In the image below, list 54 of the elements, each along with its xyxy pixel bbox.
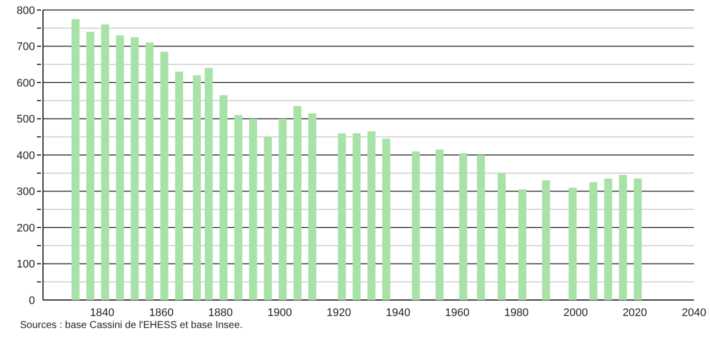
y-tick-label: 500 bbox=[16, 114, 35, 126]
x-tick-label: 1940 bbox=[386, 306, 410, 319]
bar bbox=[382, 138, 390, 300]
bar bbox=[476, 155, 485, 300]
bar bbox=[116, 35, 124, 300]
x-tick-label: 1840 bbox=[90, 306, 114, 319]
bar bbox=[412, 151, 420, 300]
bar bbox=[338, 133, 346, 300]
bar bbox=[352, 133, 361, 300]
bar bbox=[568, 188, 577, 300]
bar bbox=[192, 75, 201, 300]
x-tick-label: 1880 bbox=[208, 306, 233, 319]
bar bbox=[175, 72, 184, 300]
bar bbox=[160, 52, 168, 300]
bar bbox=[86, 32, 94, 300]
bar bbox=[146, 42, 154, 300]
y-tick-label: 300 bbox=[16, 186, 35, 198]
bar bbox=[518, 189, 526, 300]
bar bbox=[204, 68, 213, 300]
bar bbox=[130, 37, 139, 300]
x-tick-label: 1860 bbox=[149, 306, 174, 319]
y-tick-label: 700 bbox=[16, 41, 35, 54]
bar bbox=[618, 174, 627, 300]
source-note: Sources : base Cassini de l'EHESS et base Insee. bbox=[20, 320, 243, 331]
x-tick-label: 1920 bbox=[326, 306, 352, 319]
bar bbox=[220, 95, 228, 300]
bar bbox=[264, 136, 272, 300]
bar bbox=[459, 153, 468, 300]
bar bbox=[308, 113, 316, 300]
bar bbox=[589, 182, 598, 300]
bar bbox=[542, 180, 550, 300]
x-tick-label: 2040 bbox=[682, 306, 706, 319]
y-tick-label: 800 bbox=[16, 4, 35, 17]
bar bbox=[293, 106, 302, 300]
y-tick-label: 200 bbox=[16, 222, 35, 234]
bar bbox=[498, 173, 506, 300]
bar bbox=[436, 150, 444, 300]
bar bbox=[72, 19, 80, 300]
bar bbox=[634, 178, 642, 300]
y-tick-label: 0 bbox=[28, 294, 35, 307]
x-tick-label: 2000 bbox=[563, 306, 588, 319]
bar bbox=[278, 118, 287, 300]
y-tick-label: 100 bbox=[16, 258, 35, 271]
bar bbox=[101, 24, 110, 300]
bar bbox=[249, 118, 258, 300]
y-tick-label: 400 bbox=[16, 150, 35, 162]
bar bbox=[367, 131, 376, 300]
bar bbox=[604, 178, 612, 300]
x-tick-label: 1980 bbox=[504, 306, 529, 319]
bar bbox=[234, 115, 242, 300]
x-tick-label: 2020 bbox=[622, 306, 648, 319]
x-tick-label: 1900 bbox=[267, 306, 292, 319]
y-tick-label: 600 bbox=[16, 77, 35, 90]
x-tick-label: 1960 bbox=[445, 306, 470, 319]
